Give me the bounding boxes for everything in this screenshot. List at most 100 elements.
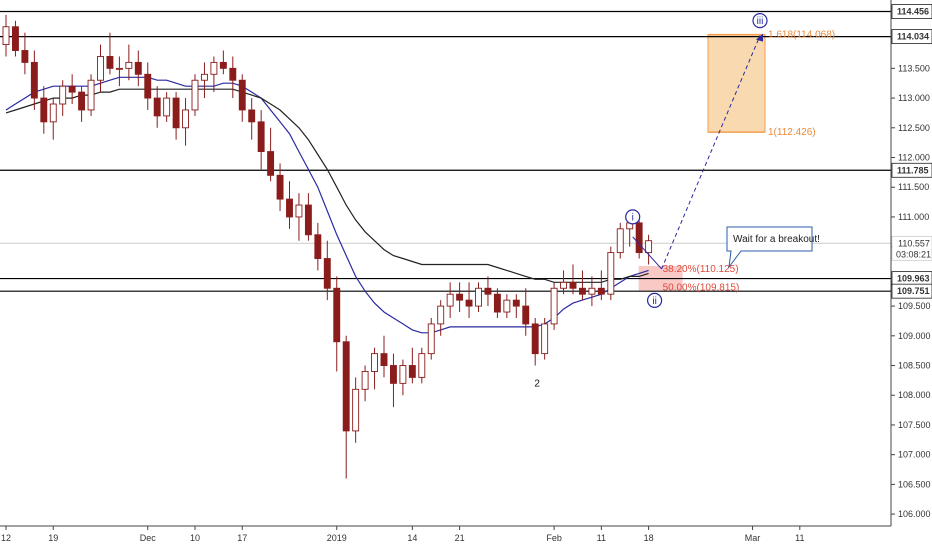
callout-box[interactable] xyxy=(726,226,813,269)
candle-body[interactable] xyxy=(560,281,567,289)
candle-body[interactable] xyxy=(408,365,416,378)
time-tick-label: 17 xyxy=(237,533,247,543)
target-zone xyxy=(707,34,766,133)
candle-body[interactable] xyxy=(522,305,530,325)
time-axis[interactable]: 12 19 Dec 10 17 2019 14 21 Feb 11 18 Mar 11 xyxy=(0,525,932,550)
candle-body[interactable] xyxy=(616,228,624,254)
candle-body[interactable] xyxy=(380,353,388,366)
candle-body[interactable] xyxy=(399,365,407,384)
candle-body[interactable] xyxy=(248,109,256,123)
candle-body[interactable] xyxy=(342,341,350,432)
level-price-text: 114.034 xyxy=(897,32,929,42)
candle-body[interactable] xyxy=(144,73,152,99)
candle-body[interactable] xyxy=(11,26,19,51)
candle-body[interactable] xyxy=(418,353,426,378)
target-1618-label: 1.618(114.068) xyxy=(768,30,835,41)
price-tick-label: 112.500 xyxy=(898,123,930,133)
candle-body[interactable] xyxy=(219,61,227,69)
candle-body[interactable] xyxy=(238,79,246,111)
candles[interactable] xyxy=(2,14,653,479)
candle-body[interactable] xyxy=(569,281,577,289)
candle-body[interactable] xyxy=(200,73,208,81)
candle-body[interactable] xyxy=(87,79,95,111)
candle-body[interactable] xyxy=(635,222,643,254)
candle-body[interactable] xyxy=(304,204,312,236)
candle-body[interactable] xyxy=(323,258,331,289)
fibonacci-zones xyxy=(638,33,766,291)
price-tick-label: 107.000 xyxy=(898,450,931,460)
time-ticks: 12 19 Dec 10 17 2019 14 21 Feb 11 18 Mar 11 xyxy=(1,526,804,543)
candle-body[interactable] xyxy=(172,97,180,129)
price-axis[interactable]: 114.500114.000113.500113.000112.500112.0… xyxy=(890,0,932,526)
candle-body[interactable] xyxy=(493,293,501,313)
candle-body[interactable] xyxy=(503,299,511,313)
candle-body[interactable] xyxy=(465,299,473,307)
projected-wave-line xyxy=(661,35,761,270)
callout-text: Wait for a breakout! xyxy=(733,234,820,245)
fib-50-label: 50.00%(109.815) xyxy=(663,282,740,293)
price-tick-label: 113.000 xyxy=(898,93,930,103)
candle-body[interactable] xyxy=(475,287,482,307)
candle-body[interactable] xyxy=(512,299,520,307)
candle-body[interactable] xyxy=(437,305,445,325)
candle-body[interactable] xyxy=(371,353,378,372)
candle-body[interactable] xyxy=(333,287,341,343)
candle-body[interactable] xyxy=(115,67,123,70)
wave-ii-label: ii xyxy=(652,296,656,307)
time-tick-label: 14 xyxy=(407,533,417,543)
wave-i-to-ii-line xyxy=(632,236,662,270)
time-tick-label: 10 xyxy=(190,533,200,543)
candle-body[interactable] xyxy=(361,371,369,390)
candle-body[interactable] xyxy=(68,85,76,93)
price-tick-label: 111.000 xyxy=(898,212,929,222)
candle-body[interactable] xyxy=(153,97,161,117)
candle-body[interactable] xyxy=(267,151,275,176)
candle-body[interactable] xyxy=(40,97,48,123)
candle-body[interactable] xyxy=(2,26,10,46)
time-tick-label: 21 xyxy=(455,533,465,543)
candle-body[interactable] xyxy=(588,287,596,295)
candle-body[interactable] xyxy=(579,287,586,295)
candle-body[interactable] xyxy=(163,97,171,117)
candle-body[interactable] xyxy=(134,61,142,75)
current-price-text: 110.557 xyxy=(898,238,930,248)
candle-body[interactable] xyxy=(607,252,615,295)
bar-countdown-text: 03:08:21 xyxy=(896,249,931,259)
candle-body[interactable] xyxy=(550,287,558,325)
candle-body[interactable] xyxy=(446,293,454,307)
candle-body[interactable] xyxy=(106,56,114,69)
time-tick-label: Mar xyxy=(745,533,761,543)
candle-body[interactable] xyxy=(314,234,322,259)
candle-body[interactable] xyxy=(456,293,464,301)
candle-body[interactable] xyxy=(541,323,549,355)
price-tick-label: 107.500 xyxy=(898,420,931,430)
candle-body[interactable] xyxy=(229,67,237,81)
moving-average-line[interactable] xyxy=(5,88,649,283)
candle-body[interactable] xyxy=(286,198,293,218)
candle-body[interactable] xyxy=(182,109,190,129)
candle-body[interactable] xyxy=(390,365,397,384)
candle-body[interactable] xyxy=(645,240,653,254)
candle-body[interactable] xyxy=(30,61,38,99)
candle-body[interactable] xyxy=(125,61,133,69)
candle-body[interactable] xyxy=(531,323,539,355)
candle-body[interactable] xyxy=(427,323,435,355)
candle-body[interactable] xyxy=(191,79,199,111)
target-1-label: 1(112.426) xyxy=(768,127,816,138)
candle-body[interactable] xyxy=(210,61,218,75)
candle-body[interactable] xyxy=(49,103,57,123)
candle-body[interactable] xyxy=(78,91,86,111)
price-axis-bg xyxy=(891,0,932,526)
candle-body[interactable] xyxy=(97,56,104,81)
time-tick-label: Feb xyxy=(546,533,562,543)
candle-body[interactable] xyxy=(484,287,492,295)
candle-body[interactable] xyxy=(295,204,303,218)
candle-body[interactable] xyxy=(21,50,29,63)
candle-body[interactable] xyxy=(352,388,360,432)
candle-body[interactable] xyxy=(597,287,605,295)
candle-body[interactable] xyxy=(276,174,284,200)
candle-body[interactable] xyxy=(257,121,265,153)
time-tick-label: 11 xyxy=(597,533,606,543)
candle-body[interactable] xyxy=(59,85,67,105)
